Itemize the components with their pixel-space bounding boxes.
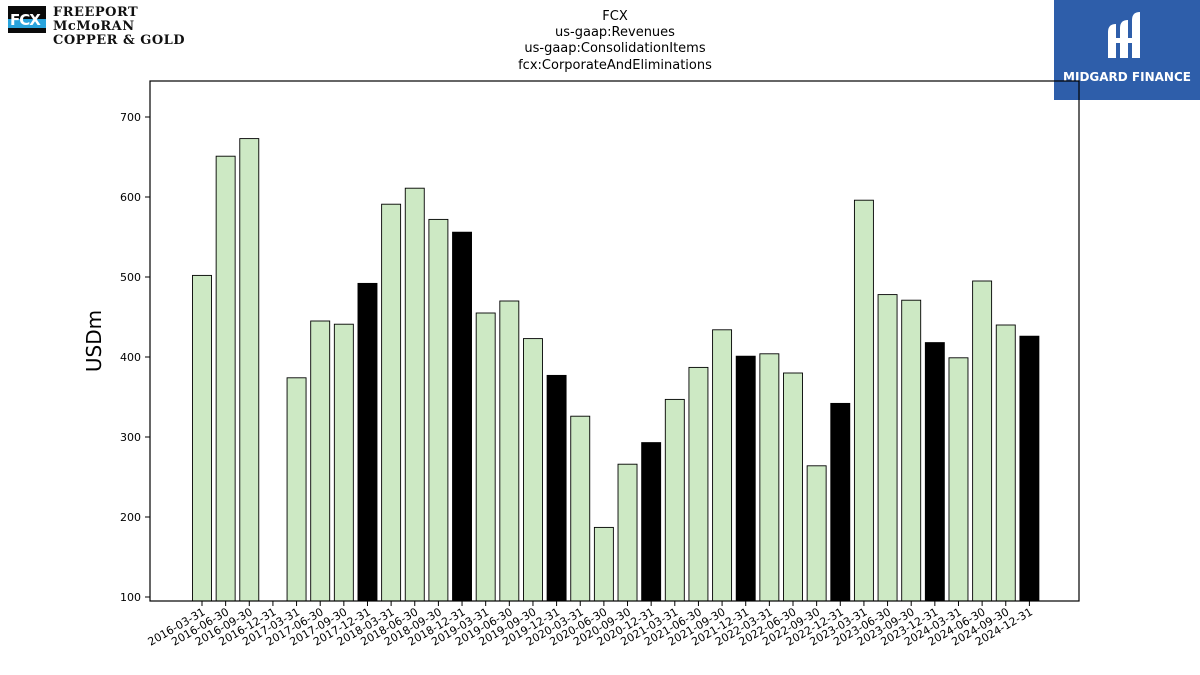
logo-mark-letters: FCX <box>10 11 41 29</box>
bar-2022-09-30 <box>806 465 827 602</box>
freeport-mcmoran-logo: FCX FREEPORT McMoRAN COPPER & GOLD <box>8 6 218 48</box>
y-axis-label: USDm <box>82 310 106 372</box>
bar-2020-09-30 <box>617 463 638 602</box>
bar-2023-09-30 <box>901 299 922 602</box>
logo-stripe <box>8 19 46 28</box>
y-axis: 100 200 300 400 500 600 700 <box>120 111 150 604</box>
plot-frame <box>149 80 1080 602</box>
y-tick-label: 700 <box>120 111 141 124</box>
chart-title: FCX us-gaap:Revenues us-gaap:Consolidati… <box>518 9 712 73</box>
bar-2021-03-31 <box>664 398 685 602</box>
logo-line-1: FREEPORT McMoRAN <box>53 5 139 34</box>
bar-2019-03-31 <box>475 312 496 602</box>
bar-2017-03-31 <box>286 377 307 602</box>
bar-2024-12-31 <box>1019 335 1040 602</box>
bar-2024-09-30 <box>995 324 1016 602</box>
y-tick-label: 500 <box>120 271 141 284</box>
bar-2018-03-31 <box>381 203 402 602</box>
bar-2021-06-30 <box>688 366 709 602</box>
logo-line-2: COPPER & GOLD <box>53 33 186 48</box>
bar-2020-12-31 <box>641 442 662 602</box>
bar-2022-03-31 <box>759 353 780 602</box>
bar-2020-06-30 <box>593 526 614 602</box>
bar-2019-09-30 <box>523 338 543 602</box>
bar-2016-03-31 <box>192 274 212 602</box>
title-line-3: us-gaap:ConsolidationItems <box>524 41 705 56</box>
y-tick-label: 600 <box>120 191 141 204</box>
bar-2024-06-30 <box>972 280 993 602</box>
midgard-emblem-icon <box>1108 12 1140 58</box>
bar-2023-03-31 <box>853 199 874 602</box>
bar-2021-12-31 <box>735 355 756 602</box>
y-tick-label: 200 <box>120 511 141 524</box>
bar-2016-06-30 <box>215 155 236 602</box>
bar-2023-06-30 <box>877 294 898 602</box>
bar-2018-12-31 <box>452 231 472 602</box>
bar-2022-06-30 <box>783 372 803 602</box>
midgard-logo-text: MIDGARD FINANCE <box>1063 70 1191 84</box>
bar-2017-12-31 <box>357 282 378 602</box>
bar-2018-09-30 <box>428 218 449 602</box>
bar-2024-03-31 <box>948 357 969 602</box>
y-tick-label: 300 <box>120 431 141 444</box>
midgard-finance-logo: MIDGARD FINANCE <box>1054 0 1200 100</box>
bar-2017-06-30 <box>310 320 331 602</box>
title-line-1: FCX <box>602 9 628 24</box>
x-axis: 2016-03-312016-06-302016-09-302016-12-31… <box>146 601 1035 649</box>
bar-series <box>192 138 1040 602</box>
bar-2020-03-31 <box>570 415 591 602</box>
title-line-4: fcx:CorporateAndEliminations <box>518 58 712 73</box>
y-tick-label: 100 <box>120 591 141 604</box>
bar-2017-09-30 <box>333 323 354 602</box>
bar-2019-12-31 <box>546 374 567 602</box>
logo-wordmark: FREEPORT McMoRAN COPPER & GOLD <box>53 6 218 48</box>
bar-2022-12-31 <box>830 402 851 602</box>
bar-2023-12-31 <box>924 342 945 602</box>
bar-2016-09-30 <box>239 138 260 602</box>
fcx-logo-mark: FCX <box>8 6 46 33</box>
y-tick-label: 400 <box>120 351 141 364</box>
bar-2019-06-30 <box>499 300 520 602</box>
bar-2021-09-30 <box>712 329 733 602</box>
bar-2018-06-30 <box>404 187 425 602</box>
title-line-2: us-gaap:Revenues <box>555 25 675 40</box>
